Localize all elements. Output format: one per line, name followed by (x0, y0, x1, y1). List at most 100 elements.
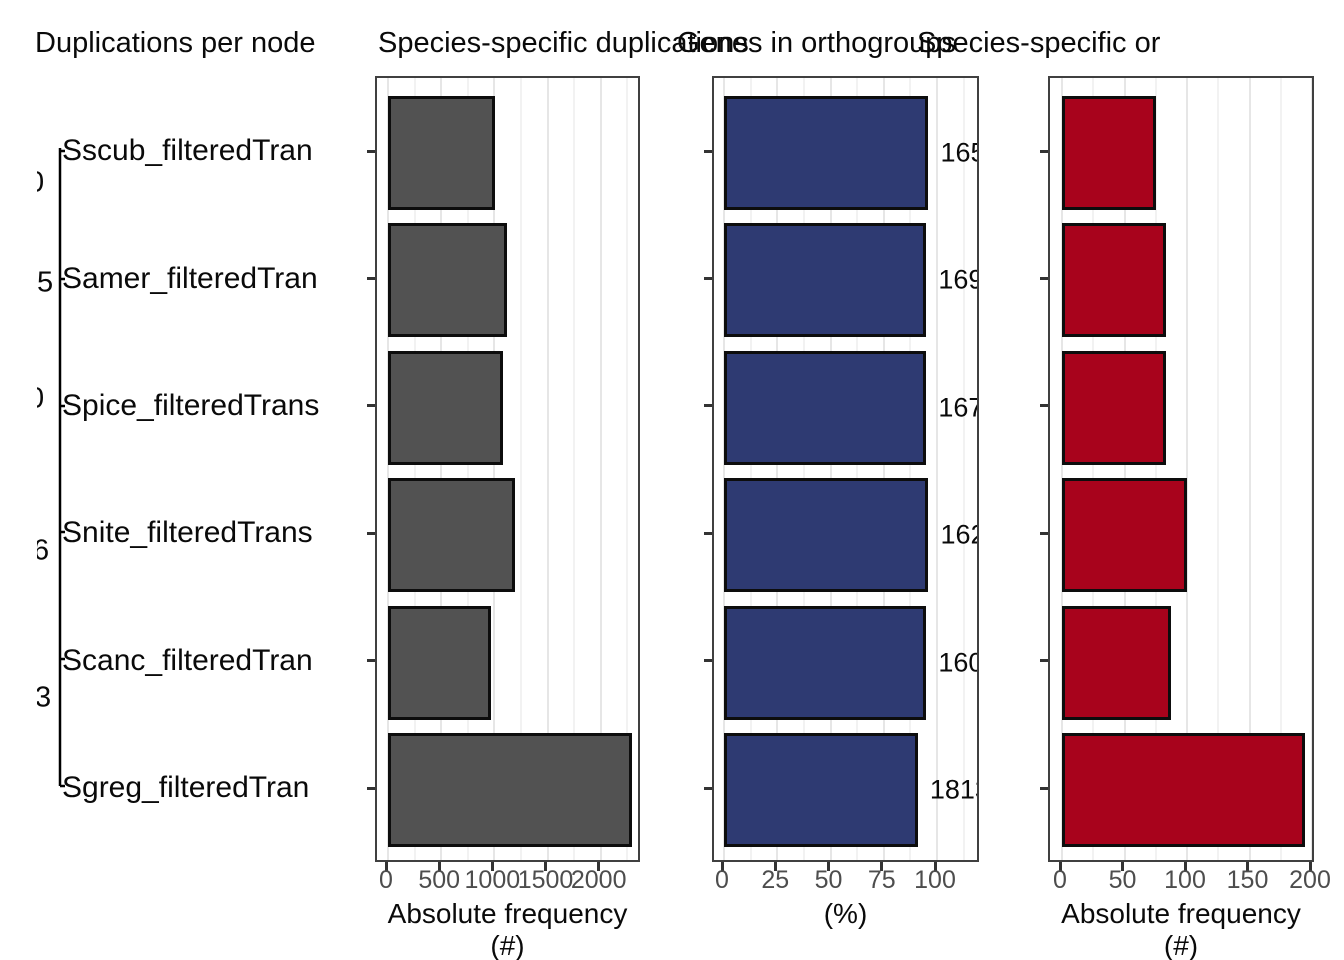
bar (724, 96, 929, 210)
gridline-major (936, 78, 938, 860)
bar (388, 478, 516, 593)
species-label: Samer_filteredTran (62, 262, 318, 295)
species-axis-labels: Sscub_filteredTran Samer_filteredTran Sp… (0, 76, 346, 862)
x-axis-tick (597, 862, 601, 871)
gridline-major (387, 78, 389, 860)
x-axis-tick (720, 862, 724, 871)
y-axis-tick (704, 149, 712, 153)
bar-value-label: 169 (938, 264, 979, 295)
gridline-major (776, 78, 779, 860)
tree-node-label: 0 (37, 167, 44, 200)
y-axis-tick (1040, 786, 1048, 790)
bar (1062, 223, 1166, 338)
gridline-minor (466, 78, 469, 860)
bar (724, 223, 927, 338)
bar-value-label: 162 (940, 519, 977, 550)
bar (388, 96, 496, 210)
bar-value-label: 165 (940, 137, 977, 168)
species-label: Sscub_filteredTran (62, 134, 313, 167)
y-axis-tick (704, 659, 712, 663)
panel-species-specific-orthogroups (1048, 76, 1314, 862)
y-axis-tick (1040, 149, 1048, 153)
gridline-minor (962, 78, 965, 860)
y-axis-tick (704, 531, 712, 535)
x-axis-tick-label: 0 (715, 866, 729, 894)
x-axis-tick-label: 1000 (464, 866, 521, 894)
y-axis-tick (367, 531, 375, 535)
bar-value-label: 167 (938, 392, 979, 423)
gridline-major (723, 78, 725, 860)
x-axis-tick-label: 0 (379, 866, 393, 894)
bar (1062, 733, 1305, 848)
bar (1062, 350, 1166, 465)
x-axis-tick-label: 50 (1108, 866, 1137, 894)
bar-value-label: 1813 (929, 774, 977, 805)
species-label: Snite_filteredTrans (62, 516, 313, 549)
bar (388, 605, 492, 720)
x-axis-tick (437, 862, 441, 871)
bar (724, 478, 929, 593)
y-axis-tick (704, 404, 712, 408)
bar (388, 223, 507, 338)
gridline-minor (1279, 78, 1282, 860)
title-genes-in-orthogroups: Genes in orthogroups (677, 27, 956, 59)
title-duplications-per-node: Duplications per node (35, 27, 316, 59)
panel-genes-in-orthogroups: 165 169 167 162 160 1813 (712, 76, 979, 862)
x-axis-title: Absolute frequency (#) (387, 898, 628, 960)
gridline-major (882, 78, 885, 860)
x-axis-tick (933, 862, 937, 871)
gridline-major (1123, 78, 1126, 860)
gridline-major (1186, 78, 1188, 860)
x-axis-tick-label: 2000 (570, 866, 627, 894)
bar-value-label: 160 (938, 647, 979, 678)
x-axis-tick (1308, 862, 1312, 871)
gridline-minor (573, 78, 576, 860)
y-axis-tick (367, 786, 375, 790)
gridline-major (1248, 78, 1251, 860)
x-axis-tick (773, 862, 777, 871)
species-label: Scanc_filteredTran (62, 644, 313, 677)
bar (724, 350, 927, 465)
bar (724, 733, 918, 848)
gridline-minor (749, 78, 752, 860)
x-axis-tick-label: 0 (1053, 866, 1067, 894)
gridline-minor (1092, 78, 1095, 860)
x-axis-tick (384, 862, 388, 871)
x-axis-title: Absolute frequency (#) (1061, 898, 1301, 960)
gridline-major (829, 78, 832, 860)
gridline-major (546, 78, 549, 860)
gridline-major (599, 78, 602, 860)
gridline-minor (909, 78, 912, 860)
x-axis-tick (1246, 862, 1249, 871)
gridline-major (493, 78, 496, 860)
x-axis-tick-label: 500 (418, 866, 461, 894)
bar (388, 350, 503, 465)
x-axis-tick (1183, 862, 1187, 871)
y-axis-tick (367, 276, 375, 280)
gridline-major (440, 78, 443, 860)
y-axis-tick (1040, 276, 1048, 280)
y-axis-tick (704, 786, 712, 790)
x-axis-title: (%) (823, 898, 868, 929)
species-label: Sgreg_filteredTran (62, 771, 310, 804)
tree-node-label: 5 (37, 266, 54, 299)
x-axis-tick-label: 25 (761, 866, 790, 894)
x-axis-tick (1058, 862, 1062, 871)
x-axis-tick-label: 75 (867, 866, 896, 894)
bar (1062, 478, 1187, 593)
x-axis-tick (490, 862, 494, 871)
tree-node-label: 0 (37, 383, 44, 416)
x-axis-tick-label: 1500 (517, 866, 574, 894)
gridline-minor (413, 78, 416, 860)
x-axis-tick (880, 862, 884, 871)
tree-node-labels: 0 5 0 6 3 (37, 76, 69, 862)
gridline-minor (1154, 78, 1157, 860)
gridline-minor (626, 78, 629, 860)
y-axis-tick (367, 149, 375, 153)
gridline-minor (519, 78, 522, 860)
panel-species-specific-duplications (375, 76, 640, 862)
bar (388, 733, 632, 848)
x-axis-tick-label: 50 (814, 866, 843, 894)
bar (1062, 96, 1156, 210)
